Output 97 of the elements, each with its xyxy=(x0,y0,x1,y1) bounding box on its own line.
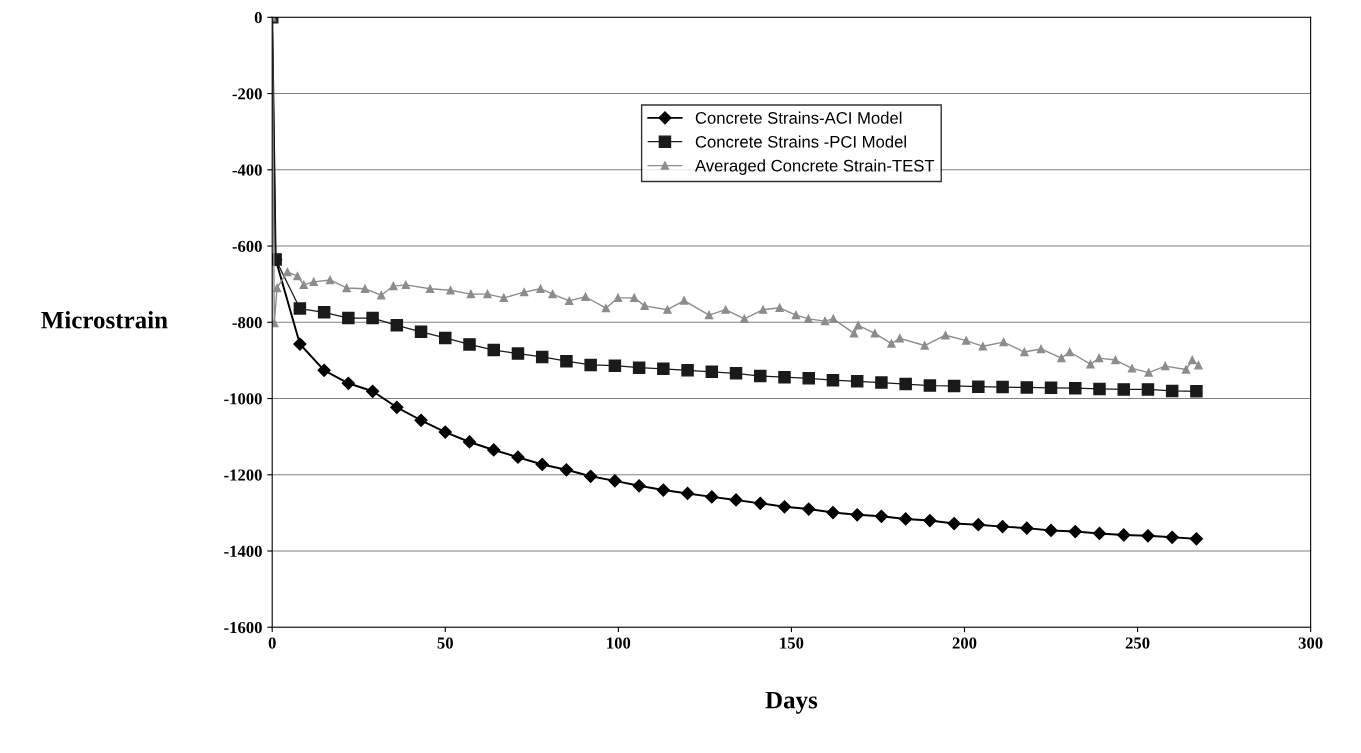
point xyxy=(1044,381,1058,395)
point xyxy=(875,376,888,389)
x-axis-title: Days xyxy=(765,691,818,714)
point xyxy=(390,400,404,414)
point xyxy=(608,359,622,372)
point xyxy=(995,520,1010,534)
legend-label: Concrete Strains-ACI Model xyxy=(695,111,902,124)
point xyxy=(341,376,355,390)
x-tick-label: 50 xyxy=(437,637,453,649)
point xyxy=(971,518,985,532)
point xyxy=(1069,381,1082,395)
point xyxy=(802,372,815,385)
y-axis-title: Microstrain xyxy=(41,310,168,329)
point xyxy=(535,457,549,472)
point xyxy=(923,379,937,392)
point xyxy=(729,493,743,507)
point xyxy=(1117,528,1131,542)
x-tick-label: 300 xyxy=(1298,637,1323,649)
y-tick-label: -200 xyxy=(232,88,262,100)
point xyxy=(778,370,791,384)
point xyxy=(777,500,792,514)
point xyxy=(850,375,864,388)
point xyxy=(390,319,404,332)
point xyxy=(705,365,719,379)
y-tick-label: 0 xyxy=(254,12,262,24)
point xyxy=(1189,532,1204,546)
point xyxy=(947,379,961,393)
point xyxy=(1165,384,1179,398)
y-tick-label: -800 xyxy=(232,316,262,329)
point xyxy=(1190,385,1203,398)
point xyxy=(826,373,840,387)
y-tick-label: -400 xyxy=(232,164,262,176)
point xyxy=(511,347,525,360)
point xyxy=(826,505,840,520)
x-tick-label: 250 xyxy=(1125,637,1150,649)
point xyxy=(414,413,428,427)
y-tick-label: -1200 xyxy=(224,469,262,481)
y-tick-label: -1400 xyxy=(224,545,262,557)
point xyxy=(487,343,500,357)
point xyxy=(899,512,913,526)
point xyxy=(923,513,937,528)
x-tick-label: 200 xyxy=(952,637,977,649)
point xyxy=(438,425,452,439)
point xyxy=(342,311,355,325)
point xyxy=(754,369,767,383)
point xyxy=(656,483,670,497)
point xyxy=(608,474,622,488)
point xyxy=(632,479,646,493)
point xyxy=(899,377,912,391)
point xyxy=(462,435,477,449)
point xyxy=(1044,523,1058,538)
point xyxy=(365,384,380,398)
y-tick-label: -600 xyxy=(232,240,262,252)
point xyxy=(1117,383,1130,396)
point xyxy=(1020,381,1034,394)
point xyxy=(1093,382,1106,396)
point xyxy=(753,496,767,510)
point xyxy=(947,516,961,531)
point xyxy=(680,486,695,501)
point xyxy=(1141,529,1155,543)
point xyxy=(317,306,331,319)
point xyxy=(1020,521,1034,535)
point xyxy=(584,358,597,372)
y-tick-label: -1000 xyxy=(224,393,262,405)
legend-label: Averaged Concrete Strain-TEST xyxy=(694,159,935,175)
point xyxy=(559,463,574,477)
legend-label: Concrete Strains -PCI Model xyxy=(695,135,906,148)
point xyxy=(996,380,1009,394)
point xyxy=(366,311,379,325)
point xyxy=(293,337,307,351)
point xyxy=(560,354,573,368)
x-tick-label: 0 xyxy=(268,637,276,649)
point xyxy=(1165,530,1179,544)
point xyxy=(439,331,452,345)
point xyxy=(511,450,525,464)
point xyxy=(802,502,816,516)
x-tick-label: 100 xyxy=(607,637,631,649)
point xyxy=(1068,524,1082,539)
point xyxy=(850,508,864,522)
point xyxy=(681,364,694,377)
point xyxy=(317,363,331,377)
point xyxy=(584,469,598,483)
point xyxy=(487,443,501,457)
point xyxy=(874,509,889,523)
point xyxy=(632,361,646,374)
x-tick-label: 150 xyxy=(780,637,804,649)
point xyxy=(1141,383,1155,396)
point xyxy=(729,367,743,380)
point xyxy=(1092,526,1107,541)
point xyxy=(463,338,476,351)
point xyxy=(293,302,307,315)
y-tick-label: -1600 xyxy=(224,621,262,634)
point xyxy=(535,350,549,364)
point xyxy=(657,362,670,376)
point xyxy=(414,325,428,339)
point xyxy=(705,490,719,504)
point xyxy=(972,380,985,393)
